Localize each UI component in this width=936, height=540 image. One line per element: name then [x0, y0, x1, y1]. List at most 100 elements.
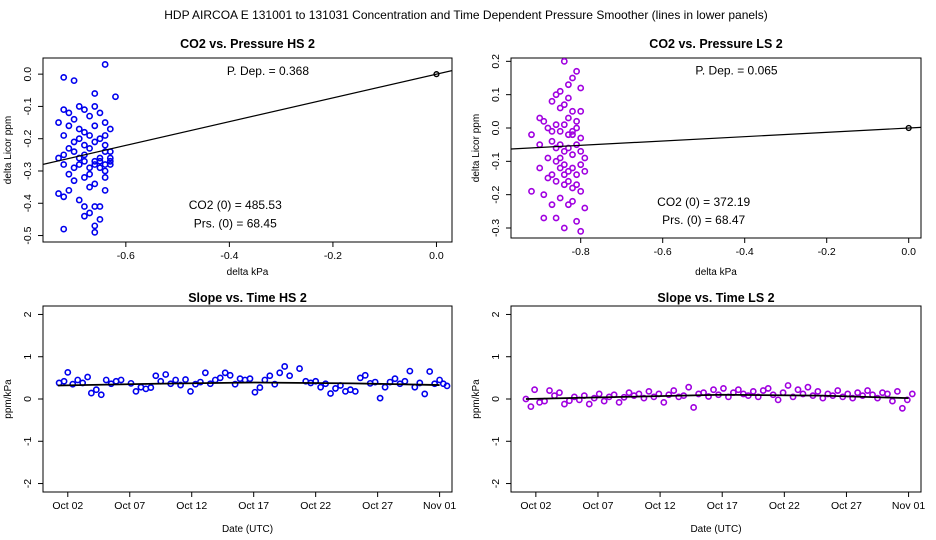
- data-point: [101, 174, 109, 181]
- data-point: [556, 127, 564, 135]
- x-tick-label: Oct 27: [362, 500, 393, 512]
- data-point: [556, 194, 564, 202]
- data-point: [893, 387, 901, 395]
- data-point: [527, 403, 535, 411]
- data-point: [540, 191, 548, 199]
- data-point: [789, 393, 797, 401]
- x-tick-label: -0.8: [572, 246, 590, 258]
- x-tick-label: Oct 27: [831, 500, 862, 512]
- data-point: [569, 184, 576, 192]
- data-point: [560, 101, 568, 109]
- x-tick-label: -0.4: [736, 246, 754, 258]
- x-tick-label: Nov 01: [423, 500, 456, 512]
- data-point: [197, 378, 204, 386]
- data-point: [81, 106, 88, 114]
- x-tick-label: -0.4: [220, 250, 238, 262]
- data-point: [64, 368, 72, 376]
- y-tick-label: 0.0: [490, 121, 502, 136]
- data-point: [854, 389, 862, 397]
- data-point: [75, 125, 83, 133]
- regression-line: [43, 69, 452, 166]
- data-point: [577, 161, 585, 169]
- data-point: [112, 93, 119, 101]
- data-point: [764, 385, 772, 392]
- data-point: [60, 193, 68, 201]
- data-point: [132, 387, 140, 395]
- zero-point-marker: [905, 124, 912, 132]
- y-tick-label: -0.1: [22, 97, 34, 115]
- data-point: [570, 393, 578, 401]
- data-point: [548, 137, 556, 145]
- data-point: [65, 109, 73, 117]
- y-tick-label: -0.3: [22, 162, 34, 180]
- data-point: [201, 369, 209, 377]
- data-point: [96, 135, 104, 143]
- data-point: [361, 371, 369, 379]
- x-tick-label: -0.6: [117, 250, 135, 262]
- data-point: [96, 109, 104, 117]
- data-point: [615, 398, 623, 406]
- data-point: [625, 389, 633, 397]
- data-point: [548, 127, 556, 135]
- data-point: [65, 186, 73, 194]
- data-point: [281, 363, 289, 370]
- data-point: [226, 371, 234, 379]
- data-point: [565, 201, 572, 209]
- x-tick-label: Oct 22: [300, 500, 331, 512]
- x-tick-label: Oct 07: [114, 500, 145, 512]
- data-point: [96, 164, 104, 172]
- data-point: [60, 73, 68, 81]
- chart-title: CO2 vs. Pressure LS 2: [649, 37, 782, 51]
- data-point: [87, 389, 95, 397]
- data-point: [65, 170, 73, 178]
- data-point: [187, 387, 194, 395]
- data-point: [65, 122, 73, 130]
- x-axis-label: Date (UTC): [690, 524, 741, 535]
- data-point: [75, 154, 83, 162]
- x-tick-label: 0.0: [429, 250, 444, 262]
- data-point: [577, 107, 585, 115]
- data-point: [565, 167, 572, 175]
- data-point: [565, 177, 572, 185]
- data-point: [560, 147, 568, 155]
- y-tick-label: 1: [22, 354, 34, 360]
- data-point: [426, 368, 434, 375]
- data-point: [556, 389, 563, 397]
- data-point: [256, 384, 264, 391]
- data-point: [86, 144, 93, 152]
- data-point: [536, 164, 544, 172]
- data-point: [705, 393, 712, 400]
- data-point: [569, 127, 576, 135]
- data-point: [552, 144, 560, 152]
- data-point: [540, 117, 548, 125]
- y-tick-label: -0.3: [490, 219, 502, 237]
- data-point: [569, 131, 576, 139]
- plot-area: [43, 61, 452, 236]
- data-point: [296, 365, 303, 372]
- data-point: [70, 138, 78, 146]
- y-tick-label: -0.2: [490, 185, 502, 203]
- y-axis-label: delta Licor ppm: [471, 114, 482, 182]
- annotation-pdep: P. Dep. = 0.065: [695, 64, 778, 78]
- data-point: [600, 397, 608, 405]
- data-point: [573, 181, 580, 189]
- data-point: [577, 187, 585, 195]
- data-point: [560, 171, 568, 179]
- data-point: [569, 151, 576, 159]
- data-point: [84, 373, 92, 381]
- data-point: [276, 369, 284, 377]
- data-point: [401, 377, 409, 385]
- data-point: [106, 161, 114, 168]
- data-point: [75, 103, 83, 110]
- data-point: [431, 380, 439, 388]
- data-point: [86, 183, 93, 191]
- y-tick-label: -0.1: [490, 152, 502, 170]
- x-tick-label: Oct 07: [583, 500, 614, 512]
- data-point: [91, 90, 99, 97]
- data-point: [577, 227, 585, 235]
- chart-panel-2: CO2 vs. Pressure LS 2 -0.8 -0.6 -0.4 -0.2 0.0…: [471, 37, 922, 278]
- data-point: [86, 112, 93, 120]
- data-point: [421, 390, 429, 398]
- data-point: [908, 390, 916, 398]
- zero-point-marker: [433, 71, 440, 78]
